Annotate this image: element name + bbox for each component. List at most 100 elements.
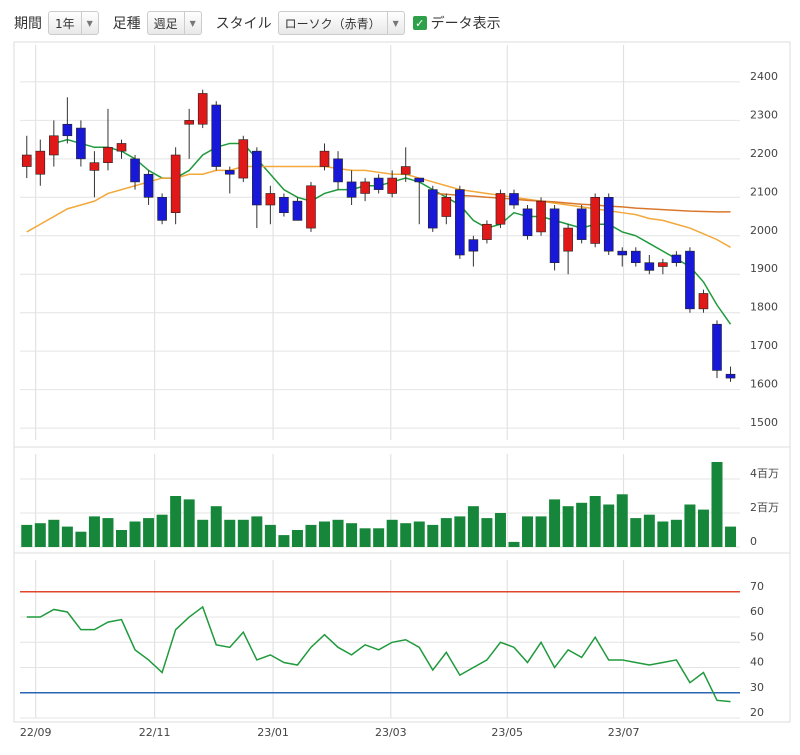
volume-bar: [535, 516, 547, 547]
volume-bar: [725, 526, 737, 547]
volume-bar: [386, 519, 398, 547]
volume-bar: [34, 523, 46, 547]
y-tick-label: 1500: [750, 416, 778, 429]
style-select[interactable]: ローソク（赤青） ▼: [277, 11, 405, 35]
period-value: 1年: [55, 16, 75, 31]
type-label: 足種: [112, 16, 141, 32]
y-tick-label: 1800: [750, 301, 778, 314]
candle-body: [630, 250, 641, 263]
volume-bar: [210, 506, 222, 547]
y-tick-label: 1700: [750, 339, 778, 352]
candle-body: [427, 189, 438, 229]
candle-body: [224, 170, 235, 175]
candle-body: [76, 127, 86, 160]
show-data-checkbox[interactable]: ✓: [412, 16, 427, 30]
y-tick-label: 2400: [750, 70, 778, 83]
toolbar: 期間 1年 ▼ 足種 週足 ▼ スタイル ローソク（赤青） ▼ ✓ データ表示: [0, 8, 501, 38]
volume-bar: [373, 528, 385, 547]
volume-bar: [278, 535, 290, 547]
candle-body: [21, 154, 32, 167]
volume-bar: [603, 504, 615, 547]
candle-body: [143, 173, 154, 198]
volume-bar: [400, 523, 412, 547]
volume-bar: [48, 519, 60, 547]
period-select[interactable]: 1年 ▼: [48, 11, 99, 35]
volume-bar: [197, 519, 209, 547]
y-tick-label: 1600: [750, 378, 778, 391]
y-tick-label: 2100: [750, 185, 778, 198]
candle-body: [685, 250, 695, 310]
candle-body: [671, 254, 682, 263]
volume-bar: [467, 506, 479, 547]
candle-body: [49, 135, 59, 156]
y-tick-label: 1900: [750, 262, 778, 275]
candle-body: [170, 154, 181, 213]
volume-bar: [75, 531, 87, 547]
volume-bar: [116, 529, 128, 547]
volume-bar: [576, 502, 588, 547]
x-tick-label: 22/11: [139, 726, 171, 739]
candle-body: [89, 162, 100, 171]
volume-bar: [562, 506, 574, 547]
candle-body: [509, 193, 519, 206]
volume-bar: [522, 516, 534, 547]
volume-bar: [170, 495, 182, 547]
candle-body: [103, 147, 113, 163]
volume-bar: [616, 494, 628, 547]
y-tick-label: 2000: [750, 224, 778, 237]
candle-body: [252, 150, 262, 206]
volume-bar: [264, 524, 276, 547]
x-tick-label: 23/05: [491, 726, 523, 739]
volume-bar: [481, 518, 493, 547]
volume-bar: [670, 519, 682, 547]
volume-bar: [102, 518, 114, 547]
y-tick-label: 60: [750, 605, 764, 618]
candle-body: [319, 150, 330, 167]
volume-bar: [129, 521, 141, 547]
candle-body: [441, 197, 452, 217]
candle-body: [698, 293, 709, 310]
y-tick-label: 2200: [750, 147, 778, 160]
volume-bar: [643, 514, 655, 547]
y-tick-label: 40: [750, 656, 764, 669]
volume-bar: [359, 528, 371, 547]
line-series: [26, 605, 731, 703]
y-tick-label: 0: [750, 535, 757, 548]
candle-body: [346, 181, 357, 198]
candle-body: [495, 193, 506, 225]
volume-bar: [251, 516, 263, 547]
candle-body: [333, 158, 343, 183]
candle-body: [522, 208, 533, 237]
show-data-label[interactable]: データ表示: [430, 16, 501, 32]
type-select[interactable]: 週足 ▼: [146, 11, 202, 35]
candle-body: [279, 197, 289, 213]
candle-body: [62, 123, 73, 137]
volume-bar: [319, 521, 331, 547]
volume-bar: [589, 495, 601, 547]
candle-body: [563, 227, 573, 252]
candle-body: [400, 166, 411, 175]
volume-bar: [454, 516, 466, 547]
candle-body: [712, 323, 722, 371]
type-value: 週足: [153, 16, 178, 31]
candle-body: [387, 177, 397, 194]
candle-body: [536, 200, 546, 233]
x-tick-label: 23/07: [608, 726, 640, 739]
candle-body: [549, 208, 560, 263]
y-tick-label: 2百万: [750, 501, 779, 514]
volume-bar: [21, 524, 33, 547]
style-label: スタイル: [215, 16, 272, 32]
volume-bar: [224, 519, 236, 547]
candle-body: [184, 120, 194, 125]
volume-bar: [143, 518, 155, 547]
line-series: [432, 192, 731, 213]
y-tick-label: 2300: [750, 108, 778, 121]
candle-body: [373, 177, 384, 190]
candle-body: [644, 262, 655, 271]
candle-body: [576, 208, 587, 240]
candle-body: [603, 197, 614, 252]
volume-bar: [508, 541, 520, 547]
period-label: 期間: [14, 16, 42, 32]
x-tick-label: 22/09: [20, 726, 52, 739]
candle-body: [360, 181, 370, 194]
